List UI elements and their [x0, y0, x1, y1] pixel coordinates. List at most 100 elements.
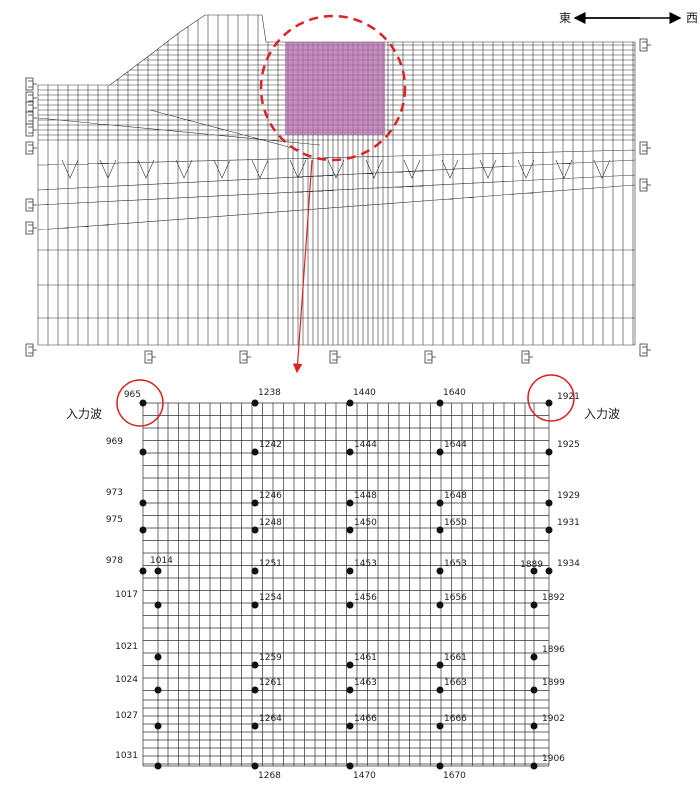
- node: [346, 722, 354, 730]
- node-label: 1648: [444, 491, 467, 501]
- input-circle: [116, 379, 164, 427]
- node: [139, 399, 147, 407]
- boundary-icon: [521, 350, 533, 364]
- east-label: 東: [559, 11, 571, 25]
- node-label: 1931: [557, 518, 580, 528]
- node: [530, 601, 538, 609]
- node: [251, 526, 259, 534]
- node-label: 969: [106, 437, 123, 447]
- node: [545, 448, 553, 456]
- node: [251, 686, 259, 694]
- node: [251, 499, 259, 507]
- boundary-icon: [424, 350, 436, 364]
- node: [346, 448, 354, 456]
- node-label: 1466: [354, 714, 377, 724]
- node-label: 1242: [259, 440, 282, 450]
- node-label: 1470: [353, 771, 376, 781]
- lower-mesh: [142, 402, 550, 767]
- node-label: 1264: [259, 714, 282, 724]
- node: [436, 448, 444, 456]
- node: [251, 601, 259, 609]
- boundary-icon: [639, 343, 651, 357]
- node-label: 1238: [258, 388, 281, 398]
- node-label: 1934: [557, 559, 580, 569]
- node: [251, 567, 259, 575]
- node-label: 1027: [115, 711, 138, 721]
- boundary-icon: [639, 141, 651, 155]
- node: [530, 653, 538, 661]
- node-label: 1440: [353, 388, 376, 398]
- node: [154, 567, 162, 575]
- boundary-icon: [639, 38, 651, 52]
- node-label: 1259: [259, 653, 282, 663]
- node: [154, 601, 162, 609]
- node-label: 1899: [542, 678, 565, 688]
- node-label: 1929: [557, 491, 580, 501]
- node: [545, 399, 553, 407]
- node: [139, 526, 147, 534]
- node: [436, 399, 444, 407]
- node-label: 1906: [542, 754, 565, 764]
- node-label: 1921: [557, 392, 580, 402]
- node-label: 1670: [443, 771, 466, 781]
- boundary-icon: [144, 350, 156, 364]
- node: [346, 686, 354, 694]
- node: [251, 448, 259, 456]
- node: [530, 762, 538, 770]
- node: [139, 499, 147, 507]
- focus-circle: [259, 14, 407, 162]
- node: [436, 686, 444, 694]
- node: [154, 686, 162, 694]
- node-label: 1463: [354, 678, 377, 688]
- west-label: 西: [686, 11, 698, 25]
- node: [251, 722, 259, 730]
- node-label: 1014: [150, 556, 173, 566]
- node: [346, 399, 354, 407]
- node: [346, 661, 354, 669]
- node-label: 1892: [542, 593, 565, 603]
- node-label: 1254: [259, 593, 282, 603]
- node-label: 1461: [354, 653, 377, 663]
- zoom-arrow: [292, 159, 313, 374]
- node-label: 1450: [354, 518, 377, 528]
- node: [530, 686, 538, 694]
- node-label: 975: [106, 515, 123, 525]
- node: [436, 722, 444, 730]
- upper-mesh: [25, 14, 651, 364]
- node: [346, 499, 354, 507]
- node-label: 1650: [444, 518, 467, 528]
- boundary-icon: [25, 221, 37, 235]
- boundary-icon: [25, 141, 37, 155]
- node: [154, 762, 162, 770]
- input-wave-label: 入力波: [584, 407, 620, 421]
- node-label: 1666: [444, 714, 467, 724]
- node-label: 1268: [258, 771, 281, 781]
- node-label: 1251: [259, 559, 282, 569]
- boundary-icon: [25, 123, 37, 137]
- node-label: 1644: [444, 440, 467, 450]
- node: [436, 567, 444, 575]
- node: [346, 601, 354, 609]
- boundary-icon: [329, 350, 341, 364]
- node-label: 1021: [115, 642, 138, 652]
- node-label: 1453: [354, 559, 377, 569]
- node: [154, 722, 162, 730]
- node-label: 1896: [542, 645, 565, 655]
- node-label: 1925: [557, 440, 580, 450]
- mesh-lines: [142, 402, 550, 767]
- node-label: 1246: [259, 491, 282, 501]
- node: [154, 653, 162, 661]
- boundary-icon: [25, 343, 37, 357]
- boundary-icon: [239, 350, 251, 364]
- node-group: 965 969 973 975 978 1014 1017 1021 1024 1027 1031 1…: [106, 388, 580, 781]
- node: [251, 762, 259, 770]
- node: [530, 567, 538, 575]
- node-label: 1653: [444, 559, 467, 569]
- node: [346, 762, 354, 770]
- node: [436, 526, 444, 534]
- node: [436, 762, 444, 770]
- node-label: 1444: [354, 440, 377, 450]
- node: [139, 448, 147, 456]
- node: [545, 499, 553, 507]
